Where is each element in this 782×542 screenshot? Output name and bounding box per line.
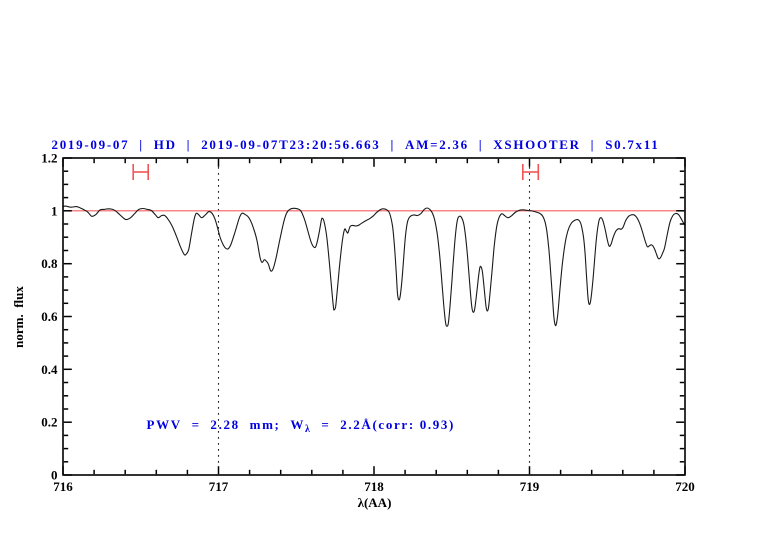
svg-text:0.8: 0.8 (41, 256, 58, 271)
svg-text:720: 720 (675, 479, 695, 494)
svg-text:719: 719 (520, 479, 540, 494)
svg-text:0.6: 0.6 (41, 309, 58, 324)
svg-text:0.2: 0.2 (41, 415, 57, 430)
svg-text:norm. flux: norm. flux (11, 286, 26, 348)
svg-text:PWV = 2.28 mm; Wλ = 2.2Å: PWV = 2.28 mm; Wλ = 2.2Å(corr: 0.93) (147, 417, 456, 435)
svg-text:2019-09-07 | HD | 2019-09-: 2019-09-07 | HD | 2019-09-07T23:20:56.66… (51, 137, 659, 152)
svg-text:0: 0 (51, 468, 58, 483)
svg-text:717: 717 (209, 479, 229, 494)
svg-text:1: 1 (51, 203, 58, 218)
svg-text:718: 718 (364, 479, 384, 494)
svg-text:λ(AA): λ(AA) (358, 495, 392, 510)
svg-text:716: 716 (53, 479, 73, 494)
svg-text:0.4: 0.4 (41, 362, 58, 377)
svg-text:1.2: 1.2 (41, 151, 57, 166)
